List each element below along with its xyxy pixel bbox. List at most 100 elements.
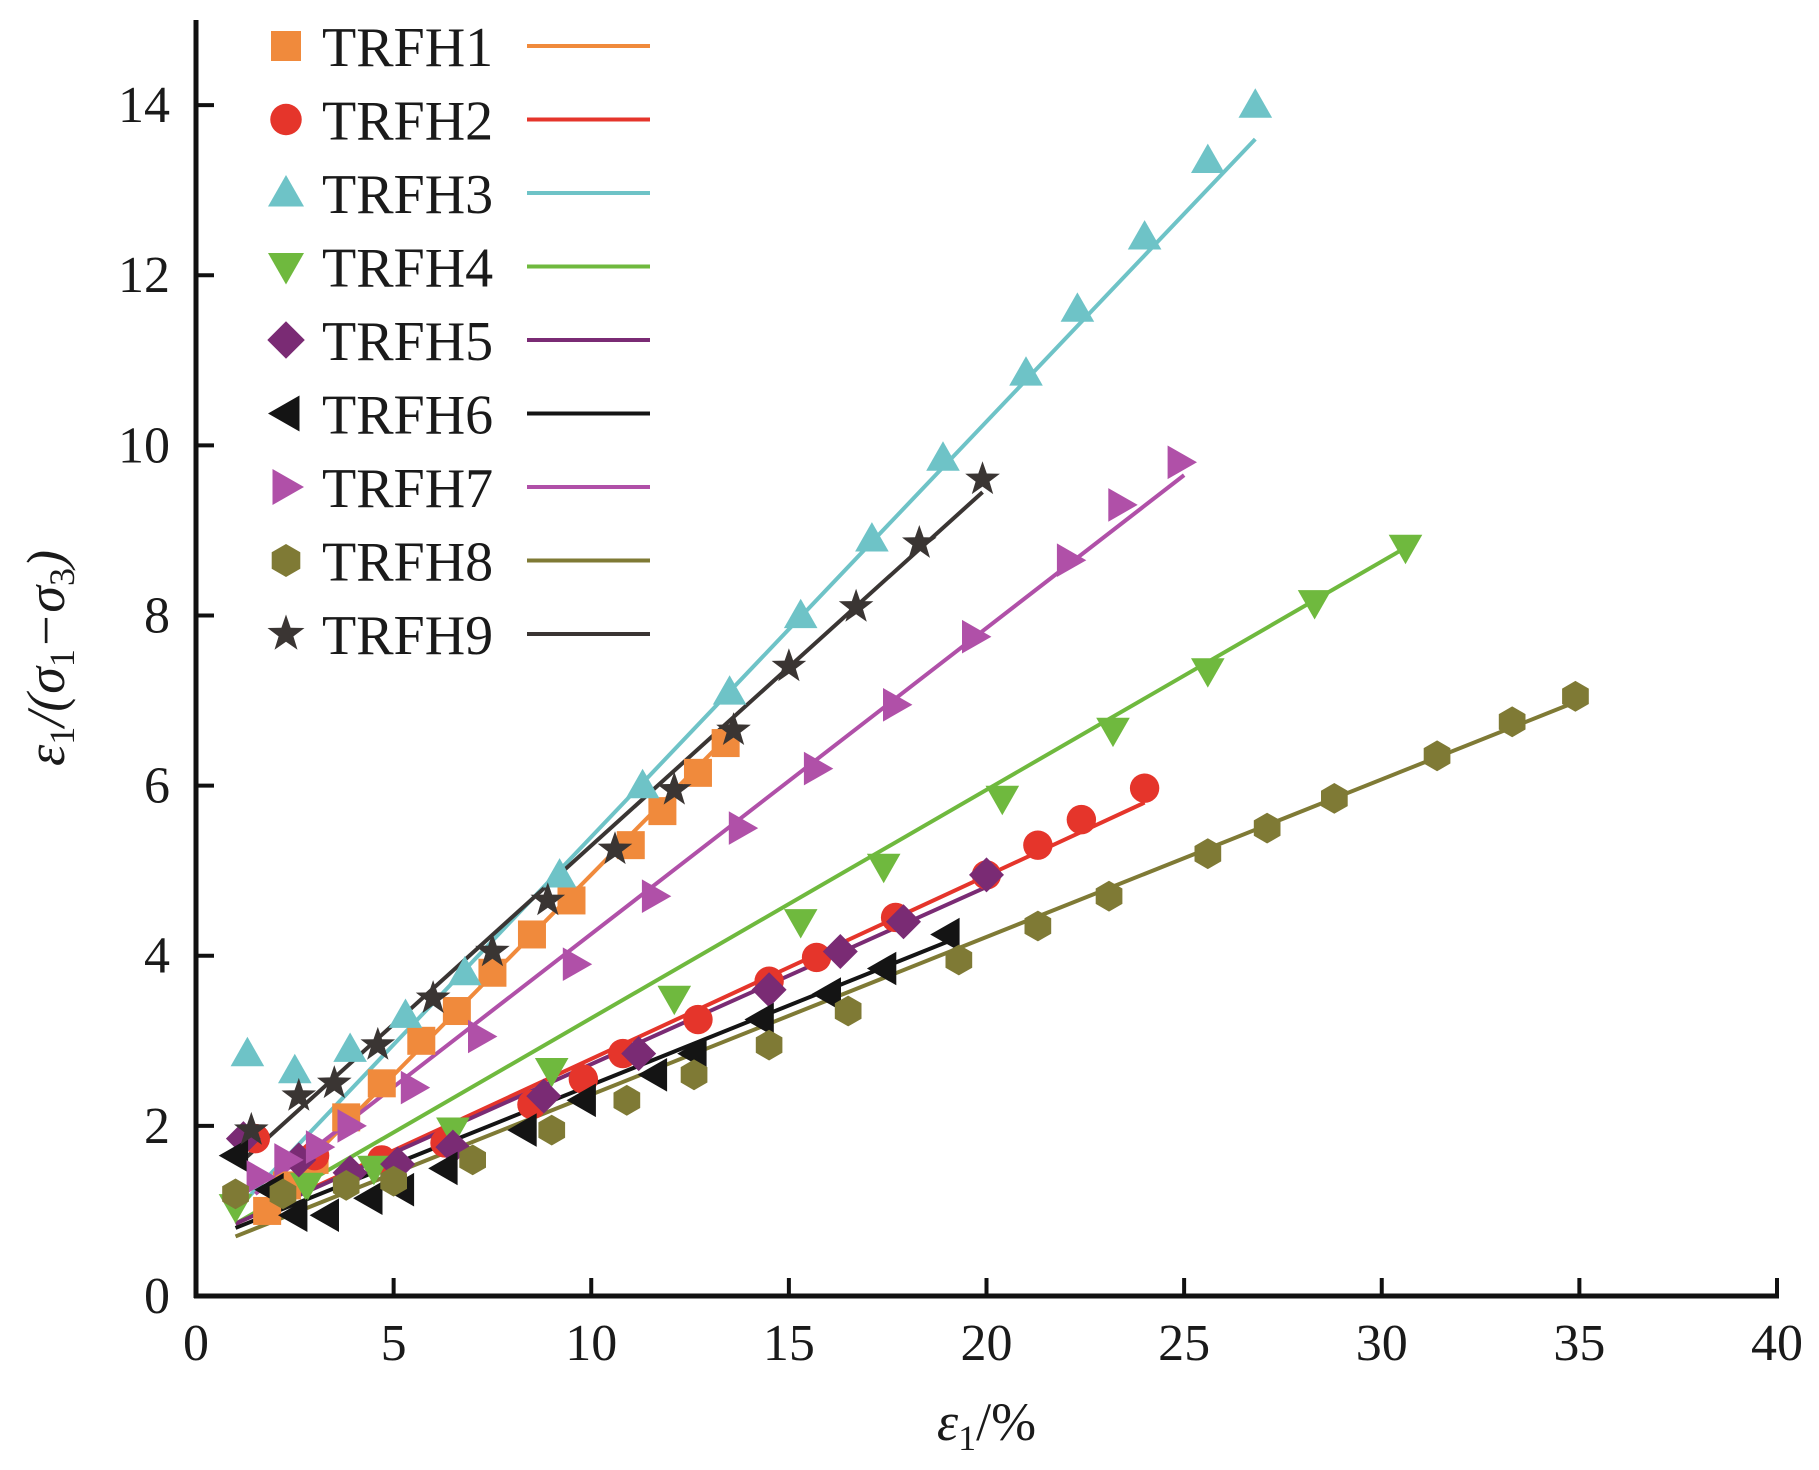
y-axis-label: ε1/(σ1−σ3) [16,550,82,766]
data-point [1238,88,1273,118]
data-point [1108,488,1138,522]
legend-label: TRFH8 [322,532,493,594]
x-label-symbol: ε [937,1392,959,1452]
data-point [442,997,471,1026]
data-point [1167,445,1197,480]
x-tick-label: 10 [565,1315,617,1372]
data-point [783,598,818,629]
data-point [962,619,992,654]
y-label-epsilon: ε [16,744,76,766]
x-tick-label: 25 [1158,1315,1210,1372]
data-point [641,879,672,913]
data-point [507,1113,537,1147]
legend-label: TRFH1 [322,17,493,79]
data-point [566,1083,596,1118]
legend-marker [272,469,304,505]
data-point [657,985,692,1016]
data-point [448,955,482,986]
data-point [230,1036,265,1067]
y-tick-label: 8 [144,587,170,644]
series-trfh6 [218,917,960,1232]
data-point [380,1165,407,1197]
y-tick-label: 0 [144,1268,170,1325]
data-point [930,917,960,952]
data-point [902,525,937,558]
y-label-sub-2: 1 [42,649,82,667]
y-label-close: ) [16,550,76,571]
data-point [534,1058,569,1088]
legend-entry-trfh9: TRFH9 [267,605,650,667]
x-tick-label: 20 [961,1315,1013,1372]
data-point [838,588,874,622]
fit-line-trfh7 [254,473,1186,1196]
fit-line-trfh8 [234,698,1581,1239]
legend-marker [267,321,305,359]
data-point [716,712,751,745]
data-point [866,853,901,884]
y-tick-label: 12 [118,247,170,304]
legend-label: TRFH6 [322,385,493,447]
x-tick-label: 30 [1356,1315,1408,1372]
data-point [468,1019,498,1054]
data-point [407,1026,436,1055]
data-point [1562,680,1589,712]
legend-label: TRFH3 [322,164,493,226]
y-tick-label: 2 [144,1098,170,1155]
x-axis-label: ε1/% [937,1392,1036,1458]
data-point [1194,838,1222,870]
legend-label: TRFH7 [322,458,493,520]
data-point [783,909,818,939]
data-point [1024,910,1052,942]
data-point [1129,773,1160,803]
legend-marker [268,253,304,285]
data-point [965,461,1000,495]
fit-lines [234,137,1581,1239]
series-trfh7 [246,445,1197,1194]
legend-entry-trfh3: TRFH3 [268,164,650,226]
data-point [538,1114,566,1146]
data-point [278,1053,312,1084]
series-trfh8 [222,680,1589,1210]
legend-entry-trfh7: TRFH7 [272,458,650,520]
series-trfh2 [240,773,1160,1175]
data-point [289,1172,324,1203]
legend-entry-trfh8: TRFH8 [271,532,650,594]
legend-entry-trfh4: TRFH4 [268,238,650,300]
data-point [1066,804,1097,835]
data-point [683,1004,713,1035]
data-points [218,88,1589,1232]
y-label-sigma-3: −σ [16,584,76,649]
data-point [1191,143,1225,173]
data-point [866,951,897,986]
data-point [222,1178,249,1210]
legend-label: TRFH4 [322,238,493,300]
data-point [613,1084,641,1116]
data-point [680,1059,708,1091]
tick-labels: 0 5 10 15 20 25 30 35 40 0 2 4 6 8 10 12 14 [118,77,1803,1372]
data-point [883,688,913,722]
data-point [855,522,889,552]
data-point [1253,812,1281,844]
data-point [803,751,834,786]
data-point [332,1170,360,1201]
data-point [755,1029,783,1061]
data-point [353,1181,383,1215]
legend-marker [271,544,301,577]
legend-entry-trfh5: TRFH5 [267,311,650,373]
legend-label: TRFH9 [322,605,493,667]
x-tick-label: 40 [1751,1315,1803,1372]
legend-marker [271,31,301,61]
data-point [637,1058,668,1092]
data-point [1096,717,1130,748]
y-tick-label: 14 [118,77,170,134]
x-tick-label: 0 [183,1315,209,1372]
data-point [712,675,747,705]
data-point [728,811,759,845]
legend-entry-trfh2: TRFH2 [270,91,650,153]
data-point [309,1198,339,1232]
data-point [597,831,633,865]
data-point [388,998,423,1028]
data-point [274,1143,304,1177]
data-point [568,1064,599,1094]
